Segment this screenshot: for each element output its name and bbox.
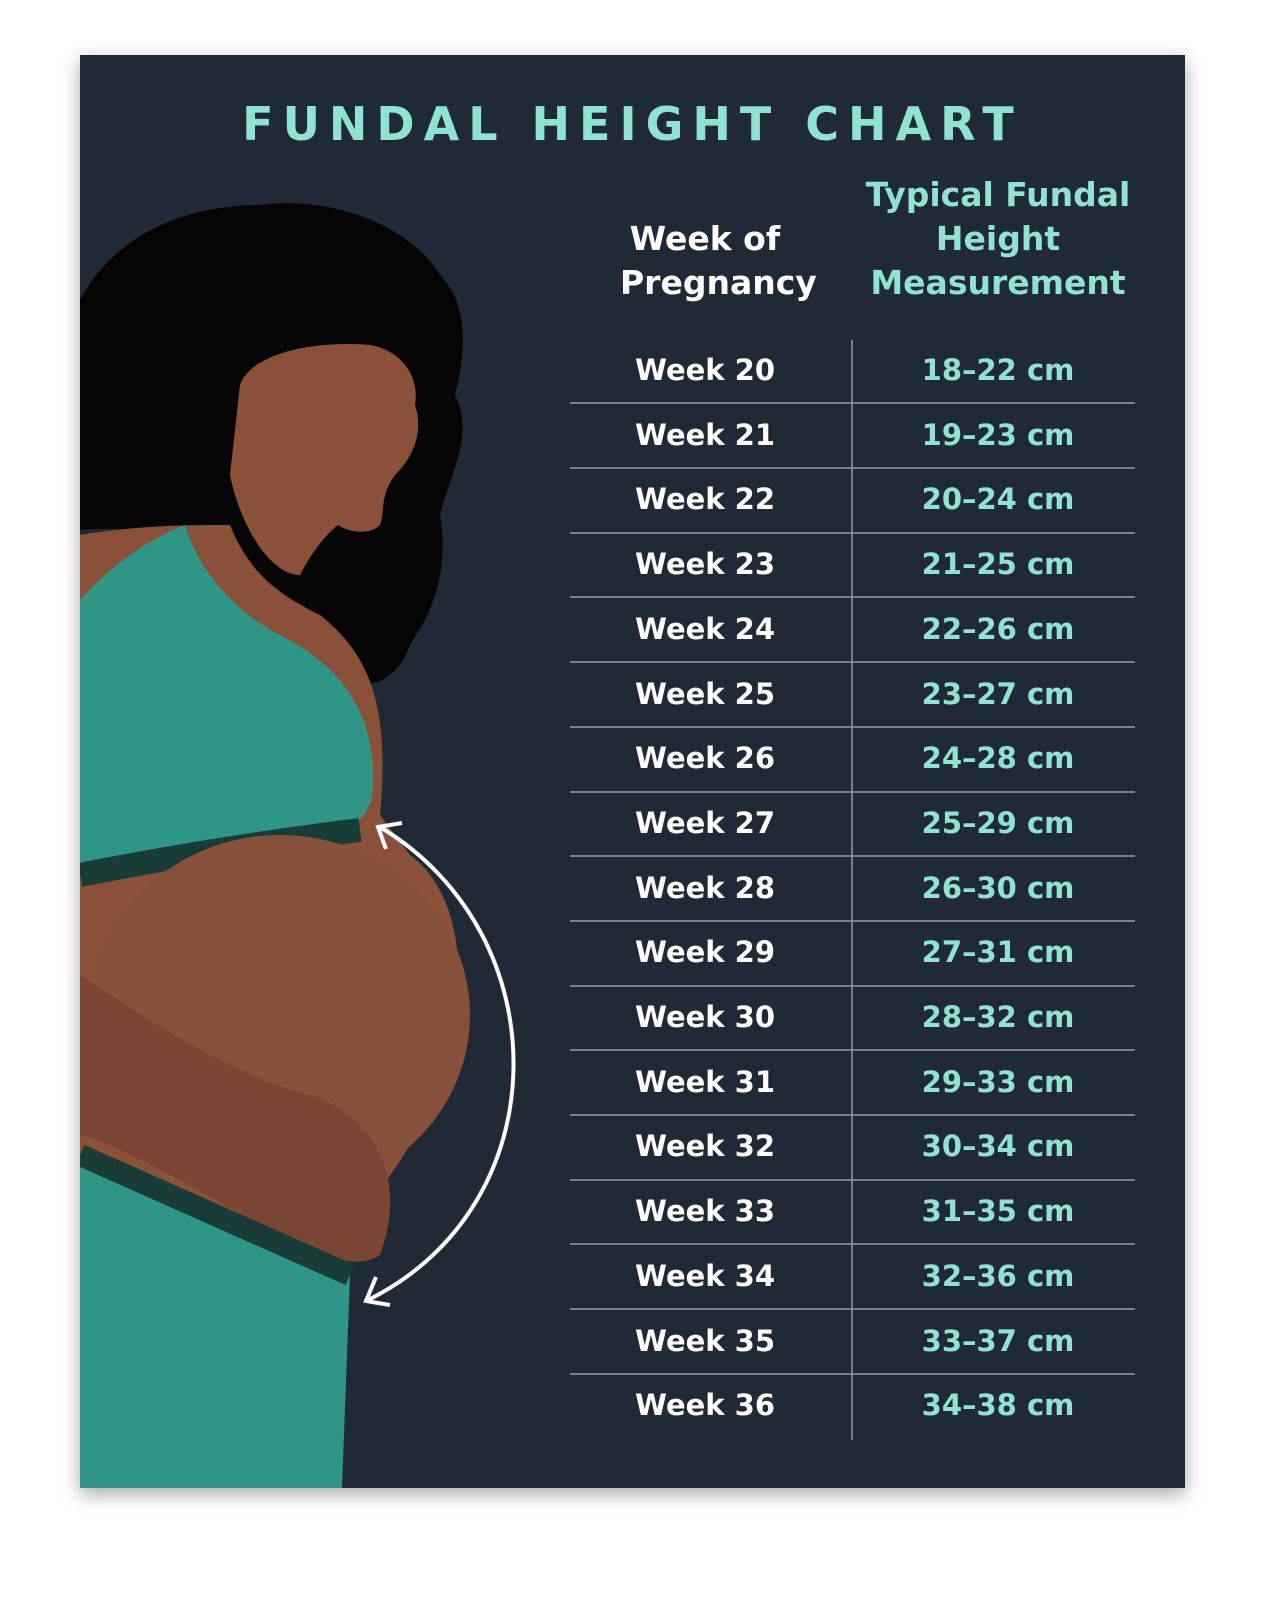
week-cell: Week 25 [634, 676, 776, 711]
row-divider [570, 402, 1135, 405]
week-cell: Week 35 [634, 1323, 776, 1358]
week-cell: Week 20 [634, 353, 776, 387]
bottom [80, 1155, 350, 1488]
week-cell: Week 24 [634, 611, 776, 646]
column-header: Typical Fundal Height Measurement [865, 175, 1131, 302]
measurement-cell: 24–28 cm [921, 741, 1075, 776]
arrow-head [375, 821, 403, 850]
measurement-cell: 29–33 cm [921, 1064, 1075, 1099]
bottom-band [80, 1144, 355, 1286]
measurement-cell: 27–31 cm [921, 935, 1075, 970]
measurement-cell: 28–32 cm [921, 1000, 1075, 1034]
week-cell: Week 36 [634, 1388, 776, 1423]
row-divider [570, 661, 1135, 664]
row-divider [570, 1178, 1135, 1181]
measurement-cell: 25–29 cm [921, 805, 1075, 840]
row-divider [570, 725, 1135, 728]
measurement-cell: 20–24 cm [921, 482, 1075, 517]
face [230, 344, 419, 575]
column-divider [851, 340, 853, 1440]
row-divider [570, 855, 1135, 858]
week-cell: Week 30 [634, 1000, 776, 1034]
title: FUNDAL HEIGHT CHART [242, 97, 1023, 151]
week-cell: Week 34 [634, 1258, 776, 1293]
row-divider [570, 531, 1135, 534]
week-cell: Week 28 [634, 870, 776, 905]
row-divider [570, 1243, 1135, 1246]
measurement-cell: 23–27 cm [921, 676, 1075, 711]
illustration [80, 203, 516, 1488]
top [80, 525, 374, 875]
row-divider [570, 596, 1135, 599]
row-divider [570, 1049, 1135, 1052]
week-cell: Week 26 [634, 741, 776, 776]
arrow-head [363, 1276, 391, 1307]
week-cell: Week 32 [634, 1129, 776, 1164]
measurement-cell: 18–22 cm [921, 353, 1075, 387]
week-cell: Week 22 [634, 482, 776, 517]
week-cell: Week 21 [634, 417, 776, 452]
week-cell: Week 31 [634, 1064, 776, 1099]
arm [80, 975, 391, 1262]
measurement-cell: 26–30 cm [921, 870, 1075, 905]
row-divider [570, 1308, 1135, 1311]
measurement-cell: 32–36 cm [921, 1258, 1075, 1293]
week-cell: Week 29 [634, 935, 776, 970]
week-cell: Week 33 [634, 1194, 776, 1229]
row-divider [570, 1372, 1135, 1375]
measurement-cell: 34–38 cm [921, 1388, 1075, 1423]
measurement-cell: 30–34 cm [921, 1129, 1075, 1164]
measurement-cell: 31–35 cm [921, 1194, 1075, 1229]
week-cell: Week 23 [634, 547, 776, 582]
poster: FUNDAL HEIGHT CHART Week of Pregnancy Ty… [80, 55, 1185, 1488]
row-divider [570, 984, 1135, 987]
measurement-cell: 21–25 cm [921, 547, 1075, 582]
row-divider [570, 790, 1135, 793]
measure-arrow [367, 825, 516, 1302]
row-divider [570, 467, 1135, 470]
measurement-cell: 33–37 cm [921, 1323, 1075, 1358]
row-divider [570, 1114, 1135, 1117]
measurement-cell: 19–23 cm [921, 417, 1075, 452]
week-cell: Week 27 [634, 805, 776, 840]
column-header: Week of Pregnancy [620, 219, 817, 302]
measurement-cell: 22–26 cm [921, 611, 1075, 646]
row-divider [570, 919, 1135, 922]
